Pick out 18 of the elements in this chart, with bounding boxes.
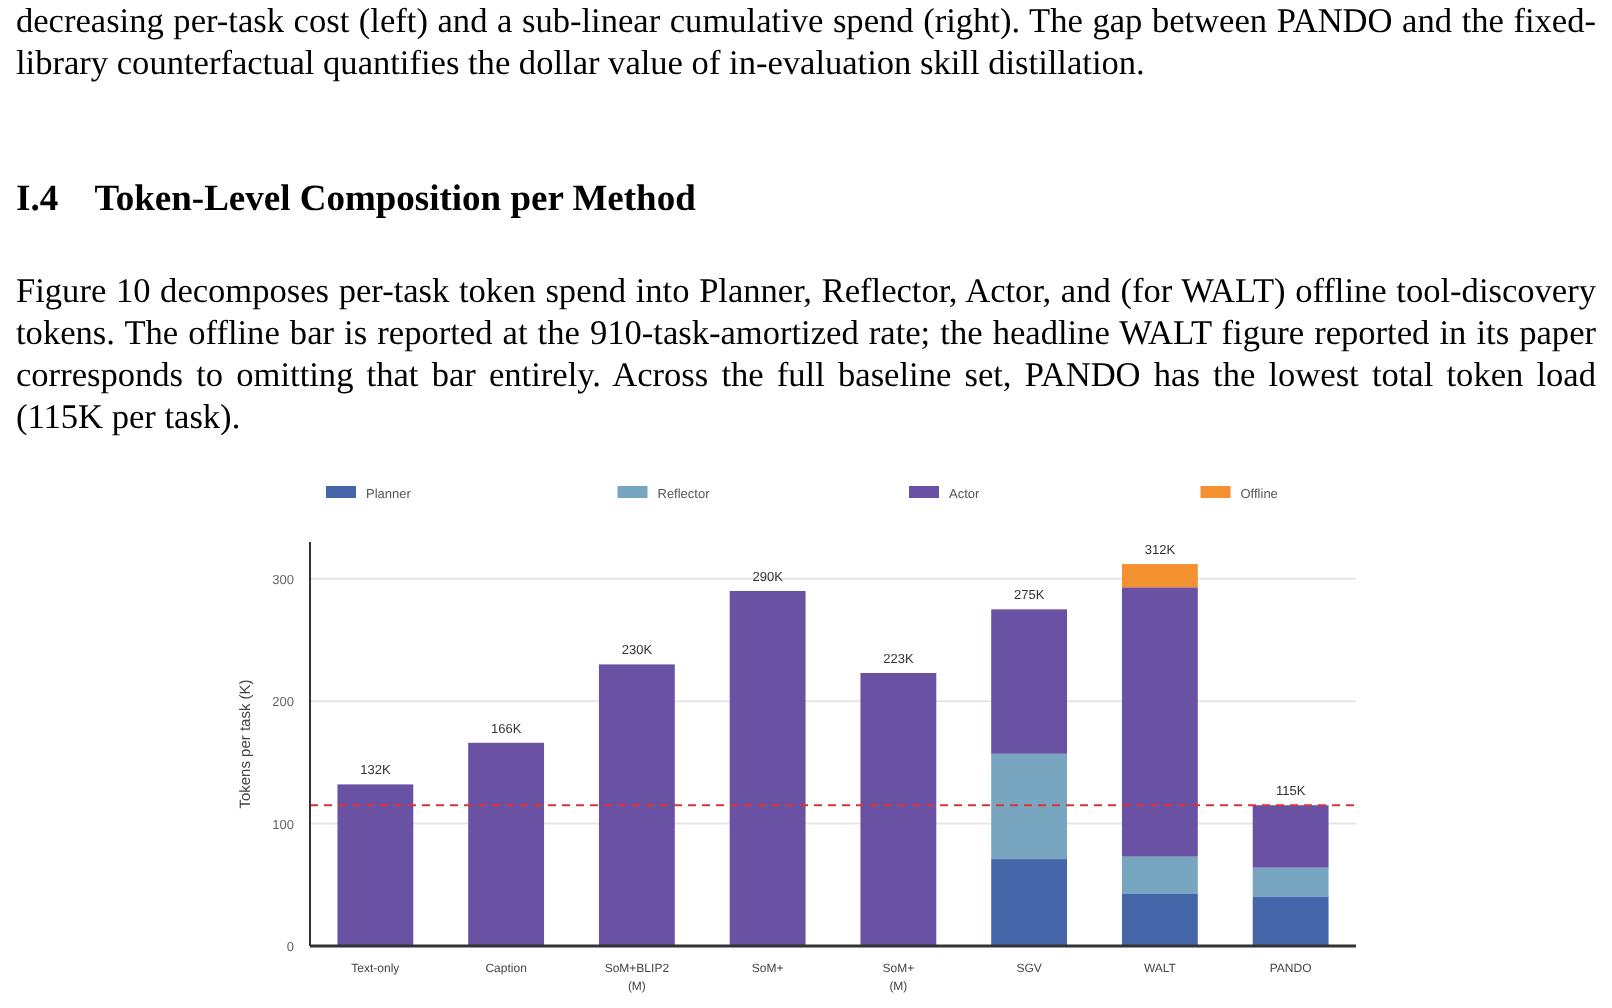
- bar: [860, 672, 937, 946]
- bar: [1252, 897, 1329, 946]
- bar: [991, 609, 1068, 754]
- bar: [337, 784, 414, 946]
- bar: [1252, 805, 1329, 868]
- chart-title: I.4 Token-Level Composition per Method: [14, 180, 698, 222]
- bar: [991, 753, 1068, 860]
- bar: [598, 664, 675, 946]
- bar: [1252, 867, 1329, 898]
- bar: [1121, 564, 1198, 588]
- bar: [1121, 587, 1198, 857]
- bar: [1121, 893, 1198, 946]
- bar: [729, 590, 806, 946]
- bar: [1121, 856, 1198, 894]
- bar: [991, 859, 1068, 946]
- bar: [468, 742, 545, 946]
- text: decreasing per-task cost (left) and a sub-linear cumulative spend (right). The gap between PANDO and the fixed-library counterfactual quantifies the dollar value of in-evaluation skill distillation.: [14, 0, 1598, 84]
- caption: Figure 10 decomposes per-task token spend into Planner, Reflector, Actor, and (for WALT) offline tool-discovery tokens. The offline bar is reported at the 910-task-amortized rate; the headline WALT figure reported in its paper corresponds to omitting that bar entirely. Across the full baseline set, PANDO has the lowest total token load (115K per task).: [14, 270, 1598, 438]
